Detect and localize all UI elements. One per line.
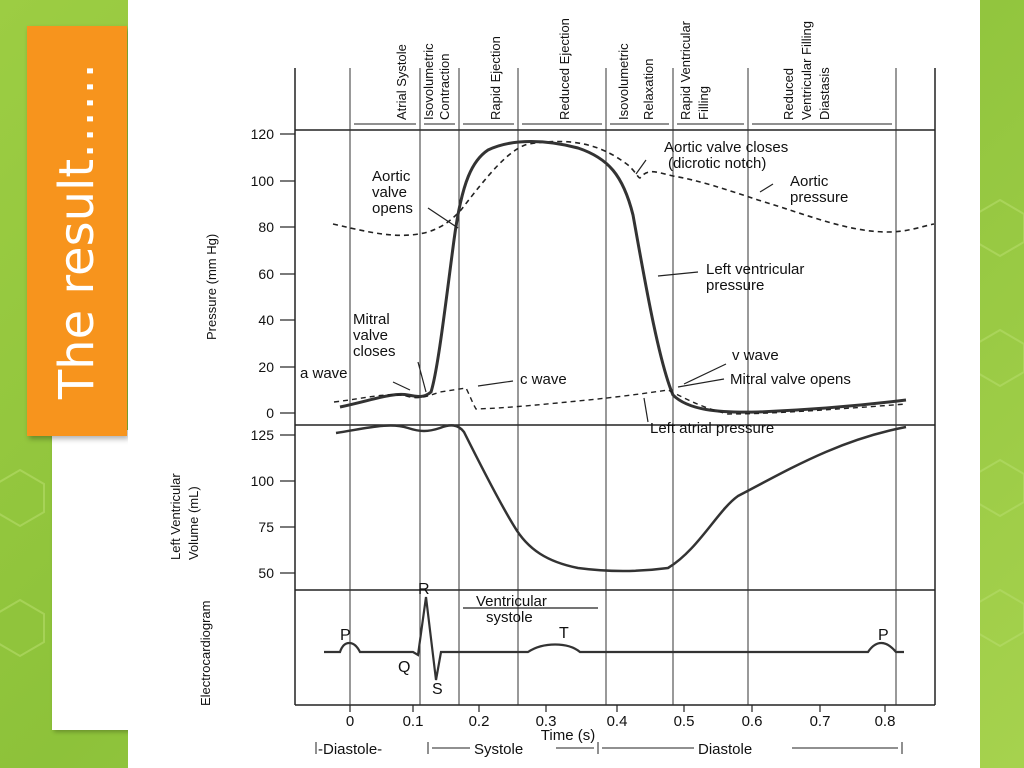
annot-a-wave: a wave <box>300 365 348 382</box>
ecg-label-q: Q <box>398 659 410 676</box>
annot-lv-pressure-1: Left ventricular <box>706 261 804 278</box>
ecg-label-t: T <box>559 625 569 642</box>
annot-mitral-closes-1: Mitral <box>353 311 390 328</box>
ecg-label-p2: P <box>878 627 889 644</box>
phase-label-atrial-systole: Atrial Systole <box>394 44 409 120</box>
time-tick-0.5: 0.5 <box>674 713 695 730</box>
phase-label-reduced: Reduced <box>781 68 796 120</box>
time-tick-0.8: 0.8 <box>875 713 896 730</box>
time-tick-0.6: 0.6 <box>742 713 763 730</box>
annot-ventricular-systole-1: Ventricular <box>476 593 547 610</box>
time-tick-0.2: 0.2 <box>469 713 490 730</box>
volume-tick-125: 125 <box>251 427 275 443</box>
cycle-label-diastole-2: Diastole <box>698 741 752 758</box>
annot-aortic-valve-opens-2: valve <box>372 184 407 201</box>
annot-v-wave: v wave <box>732 347 779 364</box>
pressure-tick-20: 20 <box>258 359 274 375</box>
left-ventricular-volume-curve <box>335 424 907 573</box>
annotation-arrows <box>392 159 774 609</box>
pressure-axis-label: Pressure (mm Hg) <box>204 234 219 340</box>
pressure-axis-ticks <box>280 133 295 414</box>
cycle-bar-lines <box>315 742 903 754</box>
annot-lv-pressure-2: pressure <box>706 277 764 294</box>
pressure-tick-80: 80 <box>258 219 274 235</box>
annot-mitral-closes-3: closes <box>353 343 396 360</box>
annot-c-wave: c wave <box>520 371 567 388</box>
volume-tick-50: 50 <box>258 565 274 581</box>
annot-mitral-closes-2: valve <box>353 327 388 344</box>
phase-label-isovolumetric: Isovolumetric <box>421 43 436 120</box>
annot-aortic-pressure-1: Aortic <box>790 173 829 190</box>
phase-label-rapid-ejection: Rapid Ejection <box>488 36 503 120</box>
volume-axis-label-1: Left Ventricular <box>168 473 183 560</box>
left-atrial-pressure-curve <box>333 387 907 415</box>
ecg-curve <box>324 596 904 681</box>
time-tick-0.3: 0.3 <box>536 713 557 730</box>
content-panel <box>52 430 130 730</box>
annot-mitral-valve-opens: Mitral valve opens <box>730 371 851 388</box>
volume-axis-ticks <box>280 434 295 574</box>
time-tick-0: 0 <box>346 713 354 730</box>
annot-aortic-valve-opens-1: Aortic <box>372 168 411 185</box>
ecg-label-p: P <box>340 627 351 644</box>
pressure-tick-120: 120 <box>251 126 275 142</box>
annot-aortic-valve-closes-1: Aortic valve closes <box>664 139 788 156</box>
phase-label-ventricular-filling: Ventricular Filling <box>799 21 814 120</box>
time-tick-0.7: 0.7 <box>810 713 831 730</box>
annot-left-atrial-pressure: Left atrial pressure <box>650 420 774 437</box>
phase-label-contraction: Contraction <box>437 54 452 120</box>
volume-tick-100: 100 <box>251 473 275 489</box>
slide-title: The result…… <box>49 62 105 400</box>
phase-label-rapid-ventricular: Rapid Ventricular <box>678 20 693 120</box>
annot-aortic-valve-closes-2: (dicrotic notch) <box>668 155 766 172</box>
phase-label-reduced-ejection: Reduced Ejection <box>557 18 572 120</box>
time-tick-0.4: 0.4 <box>607 713 628 730</box>
ecg-axis-label: Electrocardiogram <box>198 601 213 707</box>
volume-axis-label-2: Volume (mL) <box>186 486 201 560</box>
ecg-label-s: S <box>432 681 443 698</box>
annot-aortic-valve-opens-3: opens <box>372 200 413 217</box>
ecg-label-r: R <box>418 581 430 598</box>
wiggers-diagram: Atrial Systole Isovolumetric Contraction… <box>128 0 980 768</box>
annot-aortic-pressure-2: pressure <box>790 189 848 206</box>
cycle-label-diastole-1: -Diastole- <box>318 741 382 758</box>
time-axis-ticks <box>349 705 886 712</box>
title-box: The result…… <box>27 26 127 436</box>
left-ventricular-pressure-curve <box>339 140 907 414</box>
phase-label-isovolumetric-2: Isovolumetric <box>616 43 631 120</box>
volume-tick-75: 75 <box>258 519 274 535</box>
pressure-tick-60: 60 <box>258 266 274 282</box>
pressure-tick-0: 0 <box>266 405 274 421</box>
phase-lines <box>349 68 897 705</box>
wiggers-diagram-svg: Atrial Systole Isovolumetric Contraction… <box>168 18 936 758</box>
annot-ventricular-systole-2: systole <box>486 609 533 626</box>
phase-label-diastasis: Diastasis <box>817 67 832 120</box>
pressure-tick-40: 40 <box>258 312 274 328</box>
time-tick-0.1: 0.1 <box>403 713 424 730</box>
phase-label-relaxation: Relaxation <box>641 59 656 120</box>
time-axis-label: Time (s) <box>541 727 595 744</box>
cycle-label-systole: Systole <box>474 741 523 758</box>
phase-label-filling: Filling <box>696 86 711 120</box>
pressure-tick-100: 100 <box>251 173 275 189</box>
